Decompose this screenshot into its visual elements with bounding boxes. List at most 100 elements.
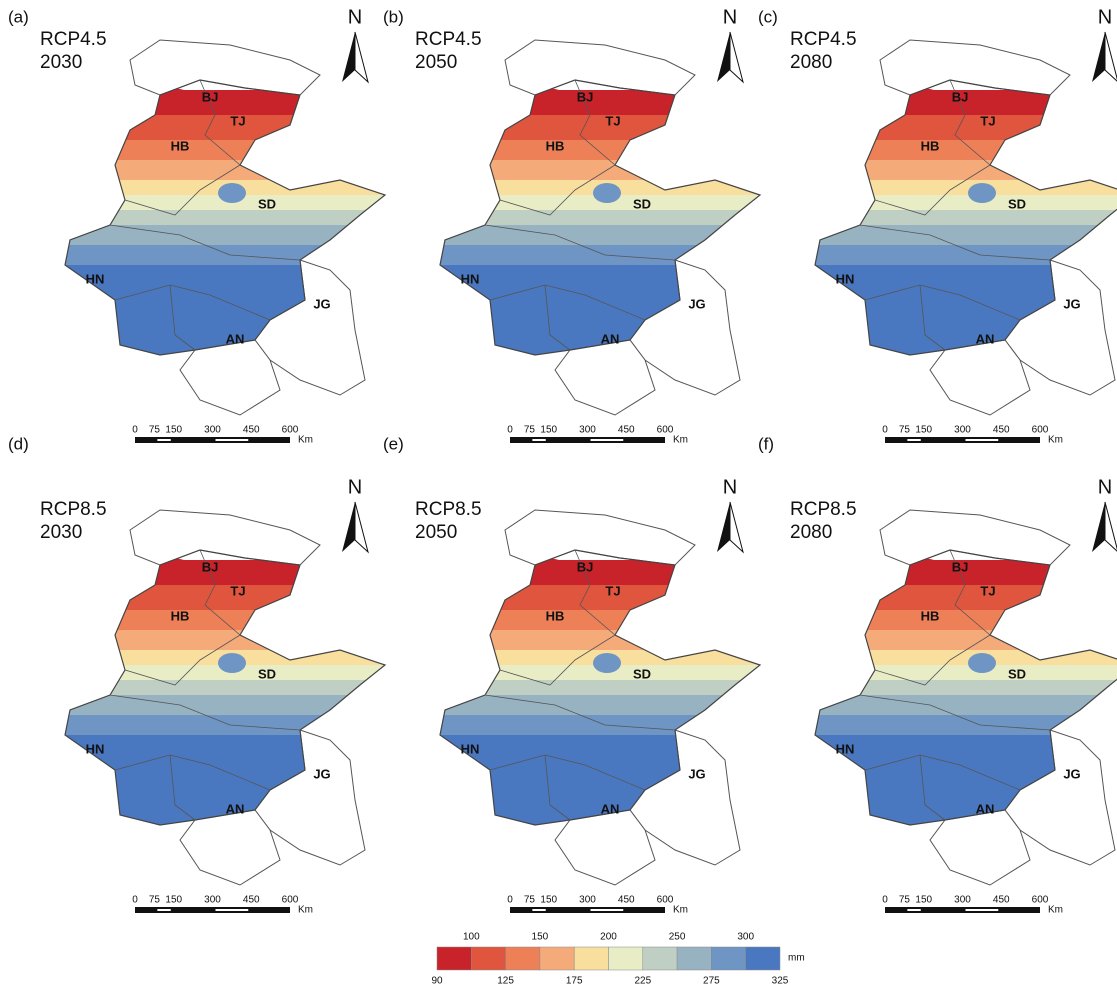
contour-band <box>425 210 775 226</box>
contour-band <box>800 610 1117 631</box>
contour-band <box>50 115 400 141</box>
region-label: BJ <box>952 89 969 104</box>
scale-label: 0 <box>882 895 888 906</box>
scale-bar-segment <box>907 909 920 911</box>
scenario: RCP8.5 <box>40 499 107 520</box>
scale-label: 75 <box>899 895 911 906</box>
region-label: HB <box>171 608 190 623</box>
map-panel: (e)RCP8.52050BJTJHBSDHNANJGN075150300450… <box>383 434 775 915</box>
legend-label: 100 <box>463 932 480 943</box>
scale-bar-segment <box>591 909 624 911</box>
north-label: N <box>1098 6 1112 28</box>
region-label: BJ <box>952 559 969 574</box>
legend-label: 150 <box>532 932 549 943</box>
region-outline <box>130 40 320 95</box>
region-label: BJ <box>202 559 219 574</box>
scale-label: 600 <box>282 895 299 906</box>
scale-label: 450 <box>993 425 1010 436</box>
region-label: JG <box>1063 766 1080 781</box>
scenario: RCP4.5 <box>790 29 857 50</box>
contour-band <box>50 610 400 631</box>
year: 2050 <box>415 52 457 73</box>
north-label: N <box>1098 476 1112 498</box>
region-label: AN <box>601 331 620 346</box>
legend-swatch <box>746 947 780 970</box>
contour-band <box>50 585 400 611</box>
legend-swatch <box>437 947 471 970</box>
region-label: AN <box>976 331 995 346</box>
north-arrow <box>717 32 730 82</box>
contour-band <box>800 140 1117 161</box>
legend-swatch <box>506 947 540 970</box>
scale-label: 75 <box>524 895 536 906</box>
scale-label: 75 <box>149 895 161 906</box>
contour-band <box>50 90 400 116</box>
contour-band <box>425 245 775 266</box>
contour-band <box>800 630 1117 651</box>
legend-label: 300 <box>737 932 754 943</box>
contour-band <box>800 195 1117 211</box>
legend-swatch <box>643 947 677 970</box>
scale-label: 0 <box>507 895 513 906</box>
legend-unit: mm <box>788 953 805 964</box>
scale-label: 0 <box>132 425 138 436</box>
region-label: HB <box>171 138 190 153</box>
contour-blob <box>968 183 996 203</box>
scale-unit: Km <box>1048 905 1063 916</box>
region-label: HN <box>86 741 105 756</box>
contour-band <box>800 680 1117 696</box>
north-label: N <box>723 476 737 498</box>
north-arrow <box>355 32 368 82</box>
contour-band <box>425 140 775 161</box>
north-arrow <box>342 32 355 82</box>
legend-swatch <box>540 947 574 970</box>
contour-band <box>425 115 775 141</box>
contour-blob <box>218 183 246 203</box>
region-label: TJ <box>230 583 245 598</box>
region-outline <box>880 510 1070 565</box>
region-label: BJ <box>577 89 594 104</box>
region-label: HN <box>86 271 105 286</box>
scale-label: 600 <box>657 425 674 436</box>
region-label: BJ <box>577 559 594 574</box>
contour-band <box>800 650 1117 666</box>
scale-label: 450 <box>243 425 260 436</box>
north-arrow <box>355 502 368 552</box>
contour-band <box>800 210 1117 226</box>
scale-label: 600 <box>1032 895 1049 906</box>
scale-label: 300 <box>579 425 596 436</box>
region-label: AN <box>226 801 245 816</box>
scale-unit: Km <box>1048 435 1063 446</box>
north-arrow <box>730 32 743 82</box>
contour-band <box>800 715 1117 736</box>
panel-label: (c) <box>758 7 778 26</box>
scale-bar-segment <box>966 909 999 911</box>
region-label: HN <box>461 741 480 756</box>
contour-band <box>800 695 1117 716</box>
scale-bar-segment <box>157 439 170 441</box>
region-label: AN <box>601 801 620 816</box>
north-arrow <box>1105 502 1117 552</box>
scale-label: 450 <box>618 425 635 436</box>
scale-label: 150 <box>540 425 557 436</box>
region-label: TJ <box>980 583 995 598</box>
scale-label: 150 <box>915 895 932 906</box>
scenario: RCP8.5 <box>415 499 482 520</box>
contour-band <box>50 630 400 651</box>
contour-blob <box>218 653 246 673</box>
contour-band <box>425 560 775 586</box>
year: 2080 <box>790 522 832 543</box>
figure: (a)RCP4.52030BJTJHBSDHNANJGN075150300450… <box>0 0 1117 988</box>
contour-band <box>50 560 400 586</box>
region-label: JG <box>313 296 330 311</box>
year: 2050 <box>415 522 457 543</box>
panel-label: (b) <box>383 7 404 26</box>
contour-band <box>50 210 400 226</box>
scale-label: 150 <box>165 425 182 436</box>
legend-swatch <box>677 947 711 970</box>
panel-label: (e) <box>383 434 404 453</box>
panel-label: (d) <box>8 434 29 453</box>
contour-band <box>425 160 775 181</box>
scale-label: 75 <box>149 425 161 436</box>
region-label: HN <box>836 741 855 756</box>
